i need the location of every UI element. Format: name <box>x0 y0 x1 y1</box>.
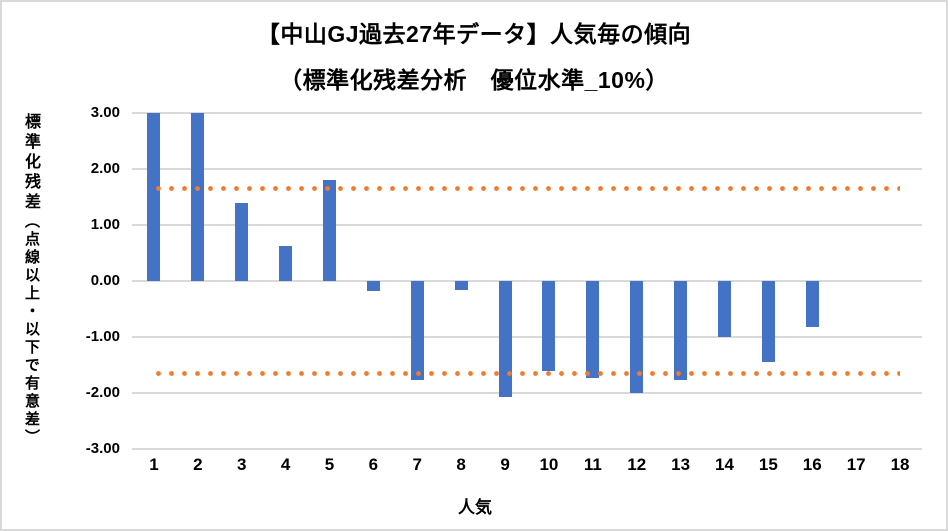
gridline <box>132 168 922 170</box>
x-tick-label: 6 <box>368 455 379 474</box>
significance-threshold-line <box>152 186 900 192</box>
x-tick-label: 18 <box>890 455 910 474</box>
bar <box>147 113 161 281</box>
x-tick-label: 2 <box>193 455 203 474</box>
bar <box>366 281 380 292</box>
x-tick-label: 5 <box>324 455 335 474</box>
x-tick-label: 14 <box>715 455 734 474</box>
x-tick-label: 9 <box>500 455 510 474</box>
y-tick-label: 3.00 <box>90 104 120 121</box>
bar <box>235 202 249 281</box>
bar <box>498 281 512 398</box>
x-tick-label: 17 <box>846 455 866 474</box>
x-tick-label: 12 <box>627 455 647 474</box>
gridline <box>132 224 922 226</box>
bar <box>323 180 336 281</box>
bar <box>454 281 468 290</box>
bar <box>279 246 293 281</box>
bar <box>718 281 731 337</box>
bar <box>761 281 775 362</box>
y-axis-title-group: 標準化残差 （点線以上・以下で有意差） <box>8 113 42 449</box>
y-tick-label: -2.00 <box>85 384 120 401</box>
bar <box>410 281 424 380</box>
bar <box>674 281 688 380</box>
gridline <box>132 336 922 338</box>
gridline <box>132 392 922 394</box>
bar <box>805 281 819 328</box>
bar <box>586 281 600 379</box>
y-tick-label: -1.00 <box>85 328 120 345</box>
x-tick-label: 15 <box>758 455 778 474</box>
y-axis-title-note: （点線以上・以下で有意差） <box>23 213 40 447</box>
x-tick-label: 7 <box>412 455 422 474</box>
x-tick-label: 1 <box>149 455 159 474</box>
bar <box>542 281 556 372</box>
y-tick-label: -3.00 <box>85 440 120 457</box>
x-tick-label: 3 <box>236 455 247 474</box>
gridline <box>132 448 922 450</box>
chart-title-line2: （標準化残差分析 優位水準_10%） <box>279 67 669 93</box>
significance-threshold-line <box>152 370 900 376</box>
x-tick-label: 16 <box>802 455 822 474</box>
x-tick-label: 4 <box>280 455 291 474</box>
y-axis-title: 標準化残差 <box>22 113 39 213</box>
gridline <box>132 112 922 114</box>
y-tick-label: 2.00 <box>90 160 120 177</box>
plot-area <box>132 112 922 450</box>
x-tick-label: 13 <box>671 455 691 474</box>
y-tick-label: 1.00 <box>90 216 120 233</box>
y-tick-label: 0.00 <box>90 272 120 289</box>
chart-title-line1: 【中山GJ過去27年データ】人気毎の傾向 <box>256 21 692 47</box>
x-tick-label: 11 <box>583 455 602 474</box>
x-tick-label: 10 <box>539 455 559 474</box>
x-tick-label: 8 <box>456 455 466 474</box>
bar <box>630 281 644 393</box>
gridline <box>132 280 922 282</box>
bar <box>191 113 205 281</box>
x-axis-title: 人気 <box>458 498 492 517</box>
